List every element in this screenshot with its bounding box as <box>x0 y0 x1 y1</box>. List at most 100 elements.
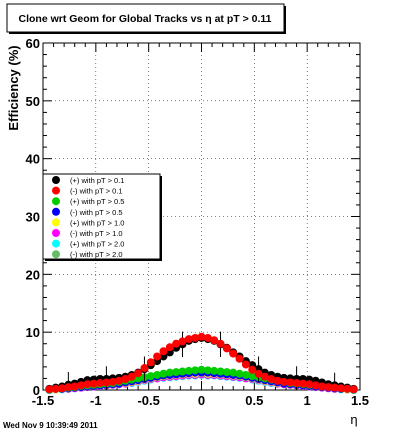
x-tick-label: -0.5 <box>137 393 159 408</box>
data-point <box>317 382 326 391</box>
x-axis-label: η <box>350 412 357 427</box>
data-point <box>248 372 257 381</box>
data-point <box>115 376 124 385</box>
x-tick-label: 1 <box>304 393 311 408</box>
chart-title: Clone wrt Geom for Global Tracks vs η at… <box>19 13 272 25</box>
data-point <box>279 377 288 386</box>
y-tick-label: 30 <box>26 210 40 225</box>
data-point <box>51 384 60 393</box>
data-point <box>165 343 174 352</box>
legend-label: (-) with pT > 0.5 <box>70 208 123 217</box>
data-point <box>311 381 320 390</box>
data-point <box>159 347 168 356</box>
data-point <box>134 369 143 378</box>
data-point <box>191 333 200 342</box>
legend-marker <box>52 207 60 216</box>
data-point <box>286 378 295 387</box>
legend-label: (-) with pT > 0.1 <box>70 187 123 196</box>
data-point <box>305 380 314 389</box>
data-point <box>172 339 181 348</box>
data-point <box>146 372 155 381</box>
data-point <box>108 377 117 386</box>
x-tick-label: 0 <box>198 393 205 408</box>
data-point <box>77 381 86 390</box>
data-point <box>153 370 162 379</box>
legend-label: (+) with pT > 0.5 <box>70 197 124 206</box>
data-point <box>235 354 244 363</box>
data-point <box>102 378 111 387</box>
data-point <box>197 365 206 374</box>
data-point <box>146 358 155 367</box>
data-point <box>336 384 345 393</box>
data-point <box>58 384 67 393</box>
y-tick-label: 60 <box>26 36 40 51</box>
legend-marker <box>52 229 60 237</box>
data-point <box>229 368 238 377</box>
legend-label: (-) with pT > 2.0 <box>70 250 123 259</box>
data-point <box>210 336 219 345</box>
data-point <box>216 367 225 376</box>
data-point <box>343 384 352 393</box>
data-point <box>172 368 181 377</box>
data-point <box>191 366 200 375</box>
title-box: Clone wrt Geom for Global Tracks vs η at… <box>6 3 286 34</box>
data-point <box>203 366 212 375</box>
data-point <box>210 366 219 375</box>
x-tick-label: -1.5 <box>32 393 54 408</box>
legend-marker <box>52 186 60 195</box>
data-point <box>127 372 136 381</box>
data-point <box>165 368 174 377</box>
data-point <box>349 385 358 394</box>
data-point <box>70 382 79 391</box>
x-tick-label: 1.5 <box>351 393 369 408</box>
data-point <box>83 380 92 389</box>
data-point <box>241 360 250 369</box>
data-point <box>153 352 162 361</box>
timestamp: Wed Nov 9 10:39:49 2011 <box>3 421 98 430</box>
data-point <box>178 367 187 376</box>
legend-label: (+) with pT > 1.0 <box>70 218 124 227</box>
y-tick-label: 20 <box>26 267 40 282</box>
legend-marker <box>52 197 60 206</box>
legend-label: (+) with pT > 0.1 <box>70 176 124 185</box>
y-tick-label: 50 <box>26 94 40 109</box>
data-point <box>216 339 225 348</box>
y-axis-label: Efficiency (%) <box>6 45 21 130</box>
data-point <box>229 349 238 358</box>
x-tick-label: -1 <box>90 393 102 408</box>
y-tick-label: 10 <box>26 325 40 340</box>
data-point <box>248 365 257 374</box>
data-point <box>260 372 269 381</box>
data-points <box>45 331 358 394</box>
data-point <box>89 379 98 388</box>
data-point <box>184 335 193 344</box>
legend-marker <box>52 250 60 259</box>
y-tick-label: 40 <box>26 152 40 167</box>
data-point <box>140 364 149 373</box>
data-point <box>197 332 206 341</box>
data-point <box>203 333 212 342</box>
legend-label: (-) with pT > 1.0 <box>70 229 123 238</box>
data-point <box>324 383 333 392</box>
data-point <box>330 383 339 392</box>
y-tick-label: 0 <box>33 383 40 398</box>
legend-marker <box>52 239 60 248</box>
data-point <box>254 369 263 378</box>
data-point <box>222 344 231 353</box>
data-point <box>159 369 168 378</box>
data-point <box>298 379 307 388</box>
data-point <box>184 366 193 375</box>
data-point <box>121 375 130 384</box>
data-point <box>267 375 276 384</box>
data-point <box>292 379 301 388</box>
legend-marker <box>52 176 60 184</box>
data-point <box>178 337 187 346</box>
legend-marker <box>52 218 60 227</box>
y-tick-labels: 0 10 20 30 40 50 60 <box>26 36 40 398</box>
legend-label: (+) with pT > 2.0 <box>70 240 124 249</box>
data-point <box>222 368 231 377</box>
data-point <box>235 369 244 378</box>
data-point <box>45 385 54 394</box>
x-tick-labels: -1.5 -1 -0.5 0 0.5 1 1.5 <box>32 393 369 408</box>
